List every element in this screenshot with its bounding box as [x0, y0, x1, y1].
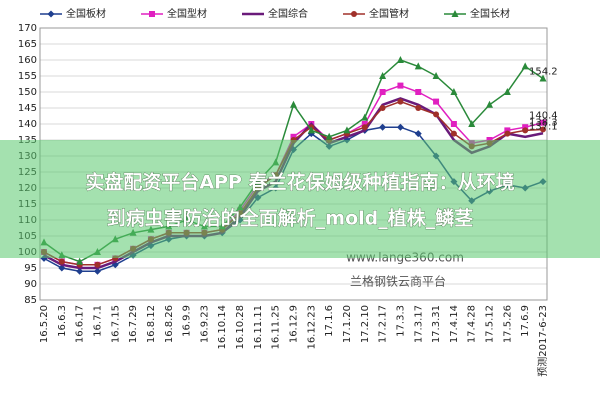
marker	[433, 98, 440, 105]
marker	[504, 127, 511, 134]
y-tick-label: 170	[18, 23, 37, 34]
marker	[539, 74, 547, 82]
marker	[94, 261, 101, 268]
x-tick-label: 16.9.23	[199, 305, 210, 343]
legend-label: 全国型材	[167, 7, 207, 20]
x-tick-label: 16.7.29	[128, 305, 139, 343]
marker	[468, 120, 476, 127]
y-tick-label: 85	[24, 295, 37, 306]
marker	[486, 100, 494, 108]
x-tick-label: 16.12.9	[289, 305, 300, 343]
marker	[414, 62, 422, 70]
x-tick-label: 16.10.14	[217, 305, 228, 350]
marker	[451, 10, 459, 17]
x-tick-label: 16.9.9	[182, 305, 193, 337]
legend-label: 全国管材	[369, 7, 409, 20]
x-tick-label: 17.1.20	[342, 305, 353, 343]
x-tick-label: 16.8.26	[164, 305, 175, 343]
x-tick-label: 17.4.28	[467, 305, 478, 343]
x-tick-label: 17.3.3	[395, 305, 406, 337]
marker	[325, 132, 333, 140]
marker	[58, 258, 65, 265]
marker	[397, 98, 404, 105]
x-tick-label: 16.11.25	[271, 305, 282, 350]
x-tick-label: 17.3.31	[431, 305, 442, 343]
marker	[414, 130, 422, 138]
marker	[379, 105, 386, 111]
x-tick-label: 16.7.15	[110, 305, 121, 343]
legend-label: 全国综合	[268, 7, 308, 20]
x-tick-label: 17.4.14	[449, 305, 460, 343]
y-tick-label: 155	[18, 71, 37, 82]
marker	[397, 82, 404, 89]
marker	[433, 111, 440, 118]
x-tick-label: 17.2.17	[378, 305, 389, 343]
end-label: 154.2	[529, 67, 558, 78]
x-tick-label: 17.5.12	[485, 305, 496, 343]
x-tick-label: 16.8.12	[146, 305, 157, 343]
marker	[540, 126, 546, 133]
end-label: 137.1	[529, 121, 558, 132]
marker	[379, 89, 386, 95]
banner-text: 实盘配资平台APP 春兰花保姆级种植指南：从环境	[85, 171, 514, 194]
x-tick-label: 17.3.17	[413, 305, 424, 343]
marker	[47, 10, 55, 18]
legend-label: 全国板材	[66, 7, 106, 20]
marker	[522, 124, 529, 131]
x-tick-label: 17.1.6	[324, 305, 335, 337]
end-label: 138.3	[529, 117, 558, 128]
marker	[415, 89, 422, 95]
marker	[503, 88, 511, 95]
marker	[450, 121, 457, 127]
marker	[450, 130, 457, 137]
x-tick-label: 16.10.28	[235, 305, 246, 350]
marker	[93, 267, 101, 275]
x-tick-label: 16.12.23	[306, 305, 317, 350]
y-tick-label: 140	[18, 119, 37, 130]
banner-text: 到病虫害防治的全面解析_mold_植株_鳞茎	[107, 207, 473, 230]
marker	[361, 113, 369, 121]
y-tick-label: 165	[18, 39, 37, 50]
x-tick-label: 16.7.1	[92, 305, 103, 337]
marker	[76, 267, 84, 275]
marker	[432, 72, 440, 79]
end-label: 140.4	[529, 111, 558, 122]
marker	[149, 11, 155, 17]
marker	[396, 123, 404, 131]
marker	[521, 62, 529, 70]
marker	[396, 56, 404, 63]
x-tick-label: 17.2.10	[360, 305, 371, 343]
y-tick-label: 145	[18, 103, 37, 114]
marker	[76, 257, 84, 265]
marker	[415, 105, 422, 111]
marker	[290, 100, 297, 108]
y-tick-label: 150	[18, 87, 37, 98]
marker	[504, 130, 511, 137]
banner	[0, 140, 600, 258]
marker	[307, 126, 315, 134]
y-tick-label: 90	[24, 279, 37, 290]
marker	[351, 11, 357, 17]
x-tick-label: 16.11.11	[253, 305, 264, 350]
marker	[540, 119, 546, 126]
watermark: 兰格钢铁云商平台	[350, 274, 446, 289]
marker	[450, 88, 458, 95]
x-tick-label: 17.6.9	[520, 305, 531, 337]
marker	[361, 121, 368, 127]
y-tick-label: 95	[24, 263, 37, 274]
marker	[290, 133, 297, 140]
marker	[379, 123, 387, 131]
y-tick-label: 160	[18, 55, 37, 66]
x-tick-label: 17.5.26	[502, 305, 513, 343]
x-tick-label: 16.6.3	[57, 305, 68, 337]
x-tick-label: 16.6.17	[75, 305, 86, 343]
x-tick-label: 预测2017-6-23	[536, 305, 549, 377]
x-tick-label: 16.5.20	[39, 305, 50, 343]
marker	[361, 124, 368, 131]
marker	[379, 72, 387, 79]
legend-label: 全国长材	[470, 7, 510, 20]
marker	[522, 127, 529, 134]
marker	[343, 126, 351, 134]
